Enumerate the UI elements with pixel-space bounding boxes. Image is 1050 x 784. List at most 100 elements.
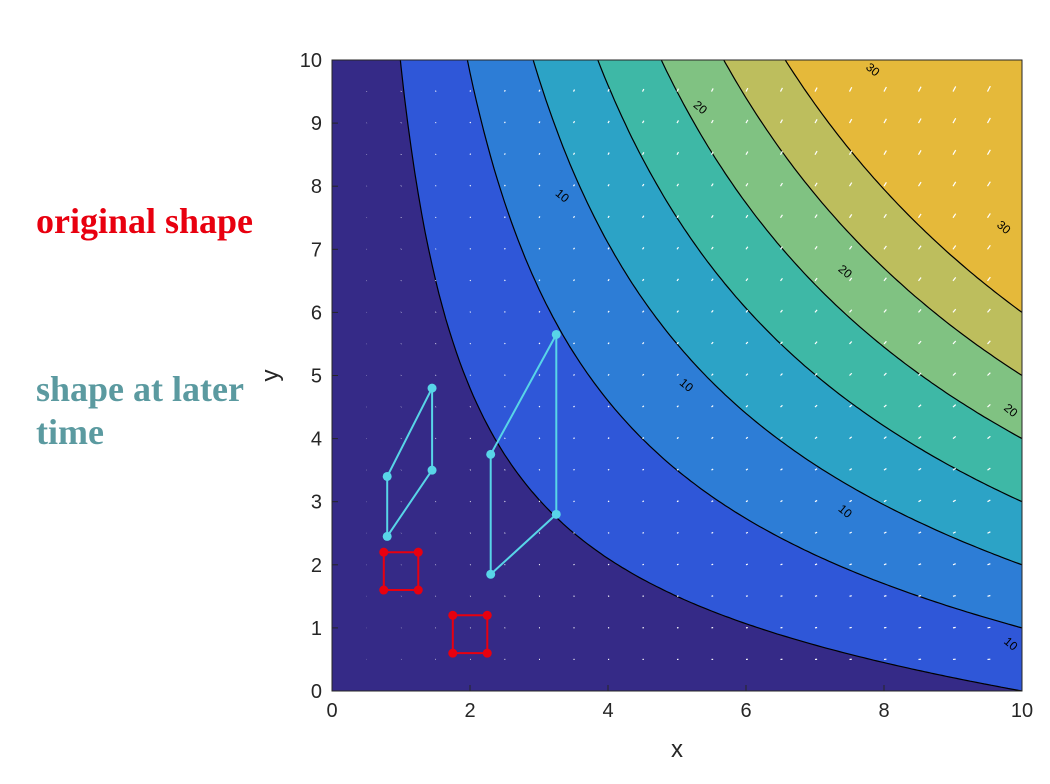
vector-arrow xyxy=(917,150,922,155)
vector-arrow xyxy=(711,405,714,408)
vector-arrow xyxy=(538,89,541,92)
vector-arrow xyxy=(745,563,749,566)
vector-arrow xyxy=(952,213,957,219)
vector-arrow xyxy=(745,595,748,597)
vector-arrow xyxy=(987,499,991,503)
vector-arrow xyxy=(849,341,853,345)
vector-arrow xyxy=(469,342,472,345)
vector-arrow xyxy=(676,405,679,408)
vector-arrow xyxy=(642,563,645,566)
vector-arrow xyxy=(641,120,645,124)
vector-arrow xyxy=(952,531,956,534)
vector-arrow xyxy=(952,563,956,566)
vector-arrow xyxy=(780,277,783,282)
vector-arrow xyxy=(607,120,610,124)
vector-arrow xyxy=(538,121,541,124)
vector-arrow xyxy=(814,563,818,566)
vector-arrow xyxy=(676,563,679,566)
vector-arrow xyxy=(607,247,610,250)
vector-arrow xyxy=(745,341,749,345)
vector-arrow xyxy=(952,467,957,471)
later-shape-2-vertex xyxy=(551,509,561,519)
vector-arrow xyxy=(918,308,922,313)
vector-arrow xyxy=(642,532,645,534)
vector-arrow xyxy=(676,310,679,313)
vector-arrow xyxy=(780,531,783,534)
original-shape-2-vertex xyxy=(448,648,458,658)
original-shape-1-vertex xyxy=(413,547,423,557)
vector-arrow xyxy=(469,184,472,187)
vector-arrow xyxy=(538,437,541,440)
vector-arrow xyxy=(814,468,818,471)
vector-arrow xyxy=(745,309,749,313)
vector-arrow xyxy=(573,500,575,503)
original-shape-2-vertex xyxy=(482,610,492,620)
x-axis-label: x xyxy=(671,736,683,763)
vector-arrow xyxy=(987,404,991,408)
x-tick-label: 6 xyxy=(740,700,751,722)
vector-arrow xyxy=(814,341,818,345)
vector-arrow xyxy=(538,469,541,471)
vector-arrow xyxy=(607,468,610,471)
x-tick-label: 4 xyxy=(602,700,613,722)
vector-arrow xyxy=(745,246,749,250)
vector-arrow xyxy=(987,244,991,250)
vector-arrow xyxy=(918,499,922,503)
vector-arrow xyxy=(848,86,853,92)
vector-arrow xyxy=(710,151,714,155)
vector-arrow xyxy=(745,531,749,534)
original-shape-2-vertex xyxy=(448,610,458,620)
vector-arrow xyxy=(848,182,853,187)
vector-arrow xyxy=(745,214,749,219)
vector-arrow xyxy=(952,149,957,155)
vector-arrow xyxy=(538,247,541,250)
vector-arrow xyxy=(883,499,887,503)
vector-arrow xyxy=(918,372,922,376)
vector-arrow xyxy=(538,152,541,155)
y-tick-label: 4 xyxy=(311,429,322,451)
vector-arrow xyxy=(607,310,610,313)
vector-arrow xyxy=(642,500,645,503)
later-shape-2-vertex xyxy=(551,329,561,339)
vector-arrow xyxy=(503,184,506,187)
vector-arrow xyxy=(573,215,576,219)
vector-arrow xyxy=(952,245,957,250)
vector-arrow xyxy=(986,85,991,92)
vector-arrow xyxy=(849,245,853,250)
vector-arrow xyxy=(780,373,783,376)
y-tick-label: 6 xyxy=(311,302,322,324)
vector-arrow xyxy=(642,278,645,282)
vector-arrow xyxy=(676,436,679,440)
vector-arrow xyxy=(883,340,887,345)
vector-arrow xyxy=(711,531,714,534)
original-shape-1-vertex xyxy=(379,585,389,595)
vector-arrow xyxy=(780,563,783,566)
vector-arrow xyxy=(814,119,818,124)
vector-arrow xyxy=(538,184,541,187)
vector-arrow xyxy=(504,247,506,250)
y-tick-label: 0 xyxy=(311,681,322,703)
vector-arrow xyxy=(711,246,714,250)
contour-band-7 xyxy=(785,60,1022,313)
vector-arrow xyxy=(504,437,506,440)
vector-arrow xyxy=(573,437,575,440)
vector-arrow xyxy=(469,121,472,124)
vector-arrow xyxy=(987,467,991,471)
x-tick-label: 8 xyxy=(878,700,889,722)
vector-arrow xyxy=(504,279,506,282)
vector-arrow xyxy=(883,118,887,124)
y-tick-label: 10 xyxy=(300,50,322,72)
vector-arrow xyxy=(987,340,991,345)
vector-arrow xyxy=(607,88,610,92)
vector-arrow xyxy=(918,595,922,597)
vector-arrow xyxy=(469,216,472,219)
vector-arrow xyxy=(849,404,853,408)
vector-arrow xyxy=(849,595,852,597)
vector-arrow xyxy=(641,88,645,92)
vector-arrow xyxy=(745,119,749,124)
y-tick-label: 3 xyxy=(311,492,322,514)
vector-arrow xyxy=(779,182,783,187)
vector-arrow xyxy=(745,404,749,408)
vector-arrow xyxy=(918,531,922,534)
